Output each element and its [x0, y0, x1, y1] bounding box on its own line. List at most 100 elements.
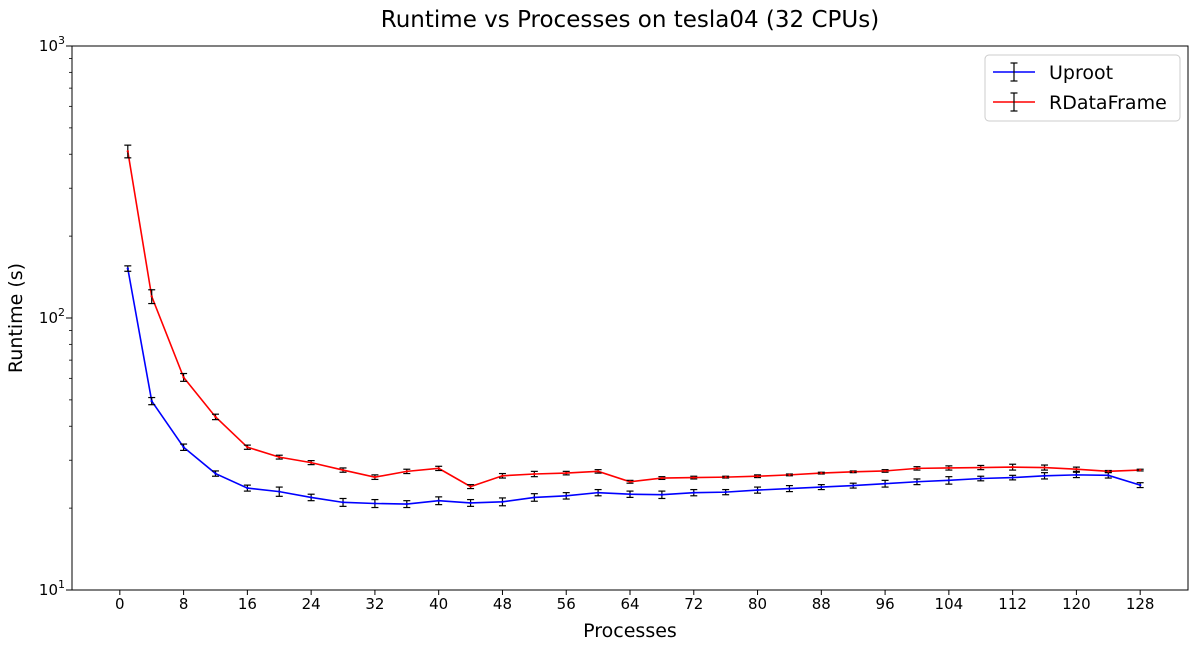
x-tick-label: 88	[812, 595, 831, 613]
data-point	[405, 470, 408, 473]
series-line	[127, 268, 1141, 505]
data-point	[533, 496, 536, 499]
data-point	[1107, 474, 1110, 477]
axes: 0 8 16 24 32 40 48 56 64 72 80 88 96 104 112 120 128 101 1…	[39, 34, 1189, 613]
data-point	[126, 150, 129, 153]
x-tick-label: 16	[238, 595, 257, 613]
data-point	[596, 491, 600, 494]
x-tick-label: 72	[684, 595, 703, 613]
data-point	[501, 500, 504, 503]
data-point	[150, 295, 153, 298]
data-point	[979, 466, 982, 469]
data-point	[1075, 473, 1078, 477]
x-tick-label: 32	[365, 595, 384, 613]
series-1	[124, 144, 1144, 490]
data-point	[788, 473, 791, 477]
data-point	[246, 445, 249, 449]
series-line	[127, 151, 1141, 488]
data-point	[373, 475, 377, 479]
x-tick-label: 48	[493, 595, 512, 613]
data-point	[214, 472, 217, 475]
legend-label: RDataFrame	[1049, 92, 1167, 114]
data-point	[214, 415, 217, 419]
x-tick-label: 40	[429, 595, 448, 613]
x-tick-label: 56	[557, 595, 576, 613]
data-point	[596, 470, 600, 473]
data-point	[246, 486, 249, 490]
data-point	[724, 490, 727, 494]
data-point	[1043, 466, 1046, 469]
data-point	[628, 480, 632, 483]
data-point	[724, 475, 727, 479]
data-point	[182, 445, 185, 449]
data-point	[405, 502, 408, 506]
data-point	[883, 482, 887, 485]
data-point	[979, 477, 982, 480]
x-tick-label: 112	[998, 595, 1027, 613]
data-point	[820, 471, 823, 475]
x-tick-label: 104	[935, 595, 964, 613]
data-point	[883, 469, 887, 473]
data-point	[150, 399, 153, 403]
data-point	[565, 494, 568, 497]
legend-label: Uproot	[1049, 62, 1113, 84]
data-point	[1043, 474, 1046, 477]
x-tick-label: 96	[876, 595, 895, 613]
data-point	[692, 491, 695, 494]
data-point	[915, 480, 919, 483]
data-point	[820, 485, 823, 489]
data-point	[660, 476, 664, 480]
x-tick-label: 64	[620, 595, 639, 613]
data-point	[1075, 468, 1078, 471]
data-point	[947, 466, 951, 470]
x-tick-label: 120	[1062, 595, 1091, 613]
plot-area	[124, 144, 1144, 509]
data-point	[309, 461, 313, 464]
data-point	[788, 487, 791, 490]
series-0	[124, 265, 1144, 509]
data-point	[692, 476, 695, 479]
chart-title: Runtime vs Processes on tesla04 (32 CPUs…	[381, 7, 879, 33]
data-point	[309, 496, 313, 499]
data-point	[660, 493, 664, 496]
data-point	[565, 471, 568, 475]
data-point	[915, 467, 919, 470]
data-point	[501, 474, 504, 477]
data-point	[469, 501, 472, 505]
data-point	[437, 467, 440, 470]
data-point	[341, 501, 345, 504]
data-point	[126, 267, 129, 270]
data-point	[182, 376, 185, 379]
data-point	[1011, 465, 1014, 469]
x-tick-label: 128	[1126, 595, 1155, 613]
x-tick-label: 8	[179, 595, 189, 613]
data-point	[1138, 483, 1142, 487]
data-point	[341, 468, 345, 472]
y-tick-label: 102	[39, 306, 65, 327]
x-tick-label: 24	[302, 595, 321, 613]
data-point	[1107, 470, 1110, 473]
data-point	[852, 470, 855, 473]
data-point	[756, 488, 759, 492]
legend: Uproot RDataFrame	[984, 54, 1181, 122]
x-tick-label: 80	[748, 595, 767, 613]
y-axis-label: Runtime (s)	[5, 263, 27, 373]
data-point	[278, 455, 281, 459]
data-point	[1138, 468, 1142, 472]
data-point	[437, 499, 440, 502]
x-axis-label: Processes	[583, 620, 677, 642]
data-point	[373, 502, 377, 505]
data-point	[278, 490, 281, 493]
data-point	[852, 484, 855, 487]
data-point	[469, 485, 472, 488]
data-point	[628, 493, 632, 496]
x-tick-label: 0	[115, 595, 125, 613]
data-point	[756, 475, 759, 478]
axes-frame	[71, 45, 1189, 591]
y-tick-label: 101	[39, 578, 65, 599]
data-point	[947, 479, 951, 482]
y-tick-label: 103	[39, 34, 65, 55]
data-point	[1011, 476, 1014, 479]
data-point	[533, 472, 536, 476]
